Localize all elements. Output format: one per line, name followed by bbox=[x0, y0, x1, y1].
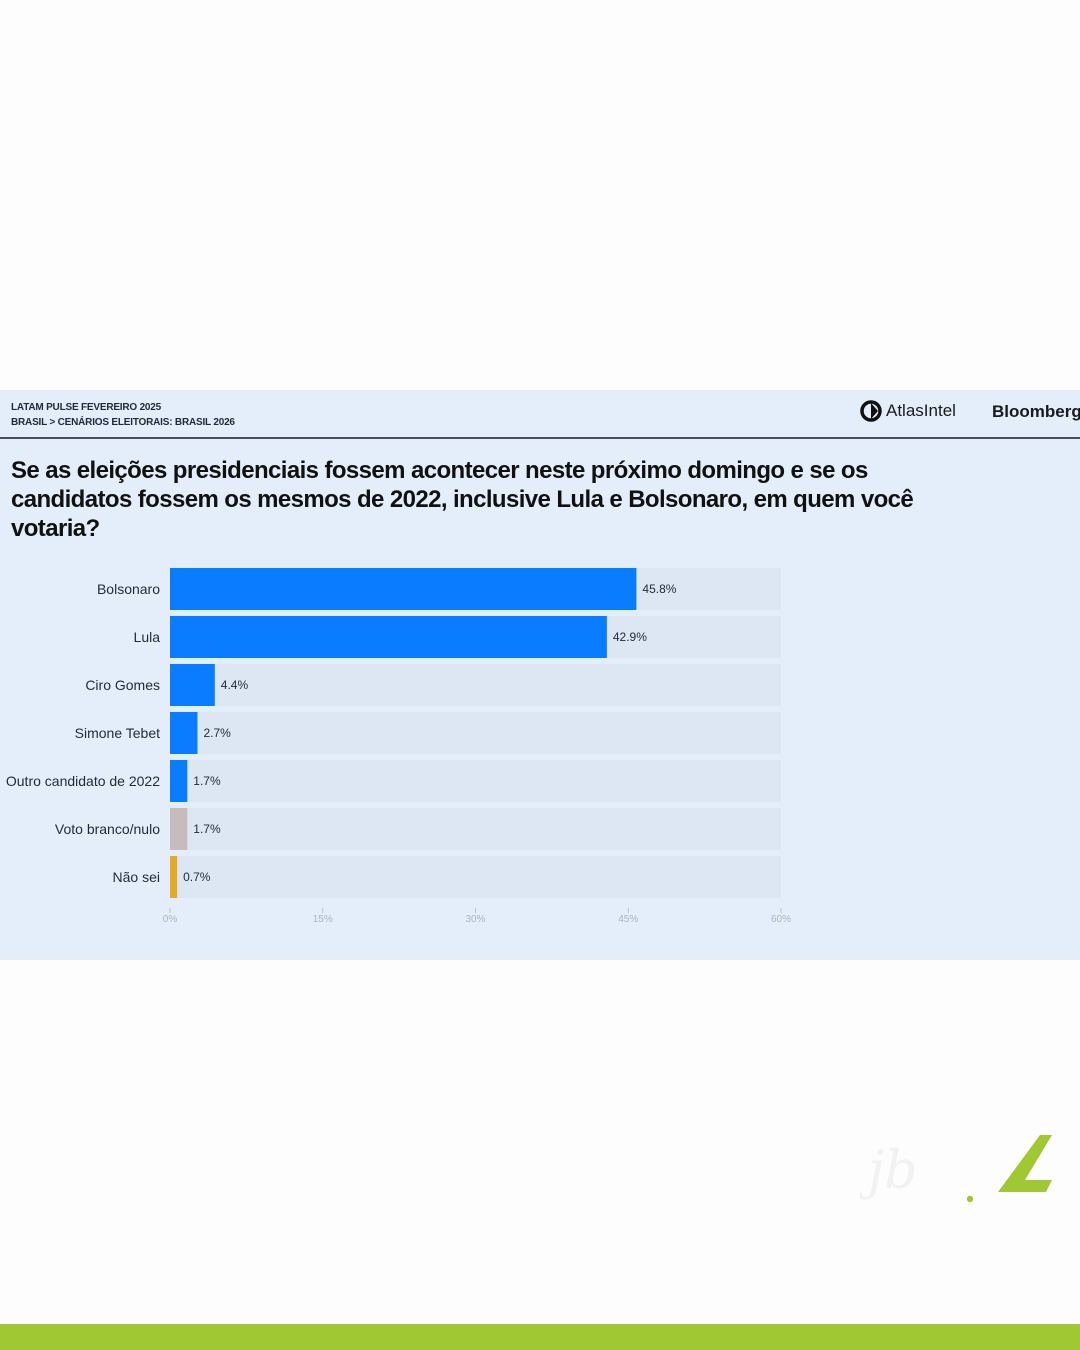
bar bbox=[170, 760, 188, 802]
data-label: 0.7% bbox=[183, 870, 211, 884]
x-tick-label: 30% bbox=[465, 914, 485, 925]
bar bbox=[170, 808, 188, 850]
data-label: 2.7% bbox=[203, 726, 231, 740]
watermark-script: jb bbox=[860, 1141, 917, 1201]
category-label: Não sei bbox=[113, 869, 160, 885]
brand-logos: AtlasIntel Bloomberg bbox=[860, 400, 1080, 426]
category-label: Voto branco/nulo bbox=[55, 821, 160, 837]
bar-track bbox=[170, 712, 781, 754]
x-tick-label: 0% bbox=[163, 914, 178, 925]
green-mark-icon bbox=[998, 1135, 1052, 1192]
bar bbox=[170, 616, 607, 658]
bar bbox=[170, 664, 215, 706]
bar bbox=[170, 568, 637, 610]
category-label: Simone Tebet bbox=[75, 725, 160, 741]
chart-title: Se as eleições presidenciais fossem acon… bbox=[11, 457, 914, 542]
report-header: LATAM PULSE FEVEREIRO 2025 BRASIL > CENÁ… bbox=[11, 400, 235, 430]
bar-track bbox=[170, 760, 781, 802]
brand-watermark-logo: jb bbox=[860, 1135, 1052, 1203]
data-label: 45.8% bbox=[642, 582, 676, 596]
bar-chart: Bolsonaro 45.8% Lula 42.9% Ciro Gomes 4.4% Sim… bbox=[6, 568, 791, 925]
bar bbox=[170, 856, 178, 898]
data-label: 1.7% bbox=[193, 774, 221, 788]
category-label: Lula bbox=[134, 629, 161, 645]
header-divider bbox=[0, 437, 1080, 439]
footer-bar bbox=[0, 1324, 1080, 1350]
bar-track bbox=[170, 856, 781, 898]
x-tick-label: 45% bbox=[618, 914, 638, 925]
breadcrumb: BRASIL > CENÁRIOS ELEITORAIS: BRASIL 202… bbox=[11, 417, 235, 428]
data-label: 4.4% bbox=[221, 678, 249, 692]
bar bbox=[170, 712, 198, 754]
category-label: Ciro Gomes bbox=[85, 677, 160, 693]
data-label: 42.9% bbox=[613, 630, 647, 644]
green-dot-icon bbox=[966, 1195, 974, 1203]
x-tick-label: 60% bbox=[771, 914, 791, 925]
atlasintel-logo: AtlasIntel bbox=[860, 400, 956, 422]
category-label: Outro candidato de 2022 bbox=[6, 773, 160, 789]
bar-track bbox=[170, 808, 781, 850]
atlasintel-name: AtlasIntel bbox=[886, 401, 956, 420]
atlasintel-icon bbox=[860, 400, 882, 422]
x-tick-label: 15% bbox=[313, 914, 333, 925]
bloomberg-logo: Bloomberg bbox=[992, 402, 1080, 421]
category-label: Bolsonaro bbox=[97, 581, 160, 597]
data-label: 1.7% bbox=[193, 822, 221, 836]
report-title: LATAM PULSE FEVEREIRO 2025 bbox=[11, 402, 162, 413]
bar-track bbox=[170, 664, 781, 706]
chart-panel: LATAM PULSE FEVEREIRO 2025 BRASIL > CENÁ… bbox=[0, 390, 1080, 960]
